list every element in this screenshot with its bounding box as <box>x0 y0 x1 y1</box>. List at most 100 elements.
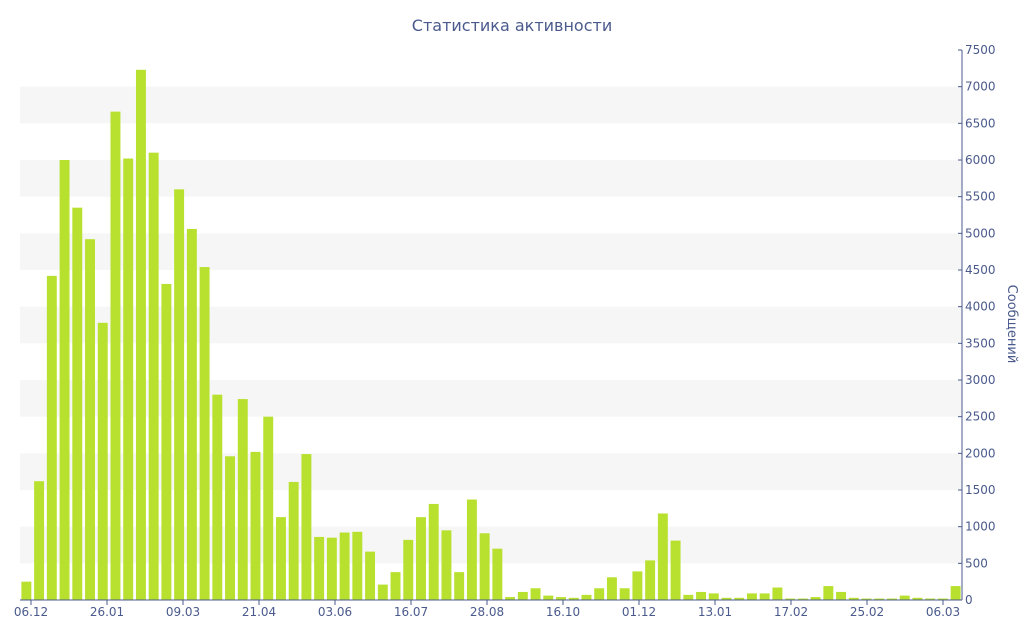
bar <box>861 598 872 600</box>
bar <box>810 597 821 600</box>
grid-band <box>20 233 962 270</box>
bar <box>263 416 274 600</box>
bar <box>352 531 363 600</box>
bar <box>632 571 643 600</box>
bar <box>568 597 579 600</box>
bar <box>59 160 70 600</box>
grid-band <box>20 306 962 344</box>
bar <box>454 572 465 600</box>
y-tick-label: 6000 <box>965 153 996 167</box>
x-tick-label: 21.04 <box>242 605 276 619</box>
bar <box>848 597 859 600</box>
bar <box>683 594 694 600</box>
bar <box>161 283 172 600</box>
x-tick-label: 09.03 <box>166 605 200 619</box>
bar <box>479 533 490 600</box>
bar <box>441 530 452 600</box>
bar-series <box>21 69 961 601</box>
bar <box>530 588 541 600</box>
bar <box>314 536 325 600</box>
y-tick-label: 4000 <box>965 300 996 314</box>
bar <box>301 454 312 600</box>
bar <box>670 540 681 600</box>
bar <box>135 69 146 601</box>
bar <box>237 399 248 600</box>
bar <box>21 581 32 600</box>
bar <box>339 532 350 600</box>
bar <box>594 588 605 600</box>
bar <box>365 551 376 600</box>
x-tick-label: 25.02 <box>850 605 884 619</box>
grid-band <box>20 526 962 564</box>
y-tick-label: 7000 <box>965 80 996 94</box>
bar <box>772 587 783 600</box>
bar <box>377 584 388 600</box>
x-tick-label: 01.12 <box>622 605 656 619</box>
bar <box>517 591 528 600</box>
bar <box>199 267 210 600</box>
bar <box>390 572 401 600</box>
bar <box>416 517 426 600</box>
bar <box>950 586 961 600</box>
x-tick-label: 06.12 <box>14 605 48 619</box>
bar <box>97 322 108 600</box>
x-tick-label: 26.01 <box>90 605 124 619</box>
bar <box>85 239 95 600</box>
y-tick-label: 1000 <box>965 520 996 534</box>
y-tick-label: 5000 <box>965 226 996 240</box>
bar <box>250 451 261 600</box>
x-tick-label: 13.01 <box>698 605 732 619</box>
x-tick-label: 16.10 <box>546 605 580 619</box>
bar <box>797 598 808 600</box>
y-tick-label: 4500 <box>965 263 996 277</box>
bar <box>937 598 948 600</box>
bar <box>174 189 185 600</box>
bar <box>403 539 414 600</box>
bar <box>110 111 121 600</box>
y-tick-label: 3000 <box>965 373 996 387</box>
bar <box>275 517 286 600</box>
x-tick-label: 28.08 <box>470 605 504 619</box>
bar <box>925 598 936 600</box>
x-tick-label: 03.06 <box>318 605 352 619</box>
bar <box>645 560 656 600</box>
x-tick-label: 06.03 <box>926 605 960 619</box>
y-tick-label: 1500 <box>965 483 996 497</box>
bar <box>288 481 299 600</box>
bar <box>887 598 897 600</box>
y-tick-label: 3500 <box>965 336 996 350</box>
y-axis: 0 500 1000 1500 2000 2500 3000 3500 4000 4500 5000… <box>958 43 996 607</box>
bar <box>874 598 885 600</box>
chart-title: Статистика активности <box>412 16 612 35</box>
y-tick-label: 6500 <box>965 116 996 130</box>
grid-band <box>20 453 962 490</box>
bar <box>696 591 707 600</box>
bar <box>606 577 617 600</box>
grid-band <box>20 380 962 417</box>
bar <box>823 586 834 600</box>
y-tick-label: 500 <box>965 556 988 570</box>
y-tick-label: 2500 <box>965 410 996 424</box>
bar <box>326 537 337 600</box>
bar <box>899 595 910 600</box>
bar <box>785 598 796 600</box>
bar <box>619 588 630 600</box>
bar <box>72 207 83 601</box>
bar <box>657 513 668 600</box>
y-tick-label: 5500 <box>965 190 996 204</box>
grid-band <box>20 160 962 197</box>
y-tick-label: 2000 <box>965 446 996 460</box>
y-axis-label: Сообщений <box>1004 285 1019 364</box>
bar <box>492 548 503 600</box>
bar <box>212 394 223 600</box>
y-tick-label: 7500 <box>965 43 996 57</box>
bar <box>466 499 477 600</box>
bar <box>734 597 745 600</box>
bar <box>428 503 439 600</box>
bar <box>836 591 847 600</box>
bar <box>759 593 770 600</box>
grid-band <box>20 86 962 124</box>
bar <box>505 597 516 600</box>
y-tick-label: 0 <box>965 593 973 607</box>
